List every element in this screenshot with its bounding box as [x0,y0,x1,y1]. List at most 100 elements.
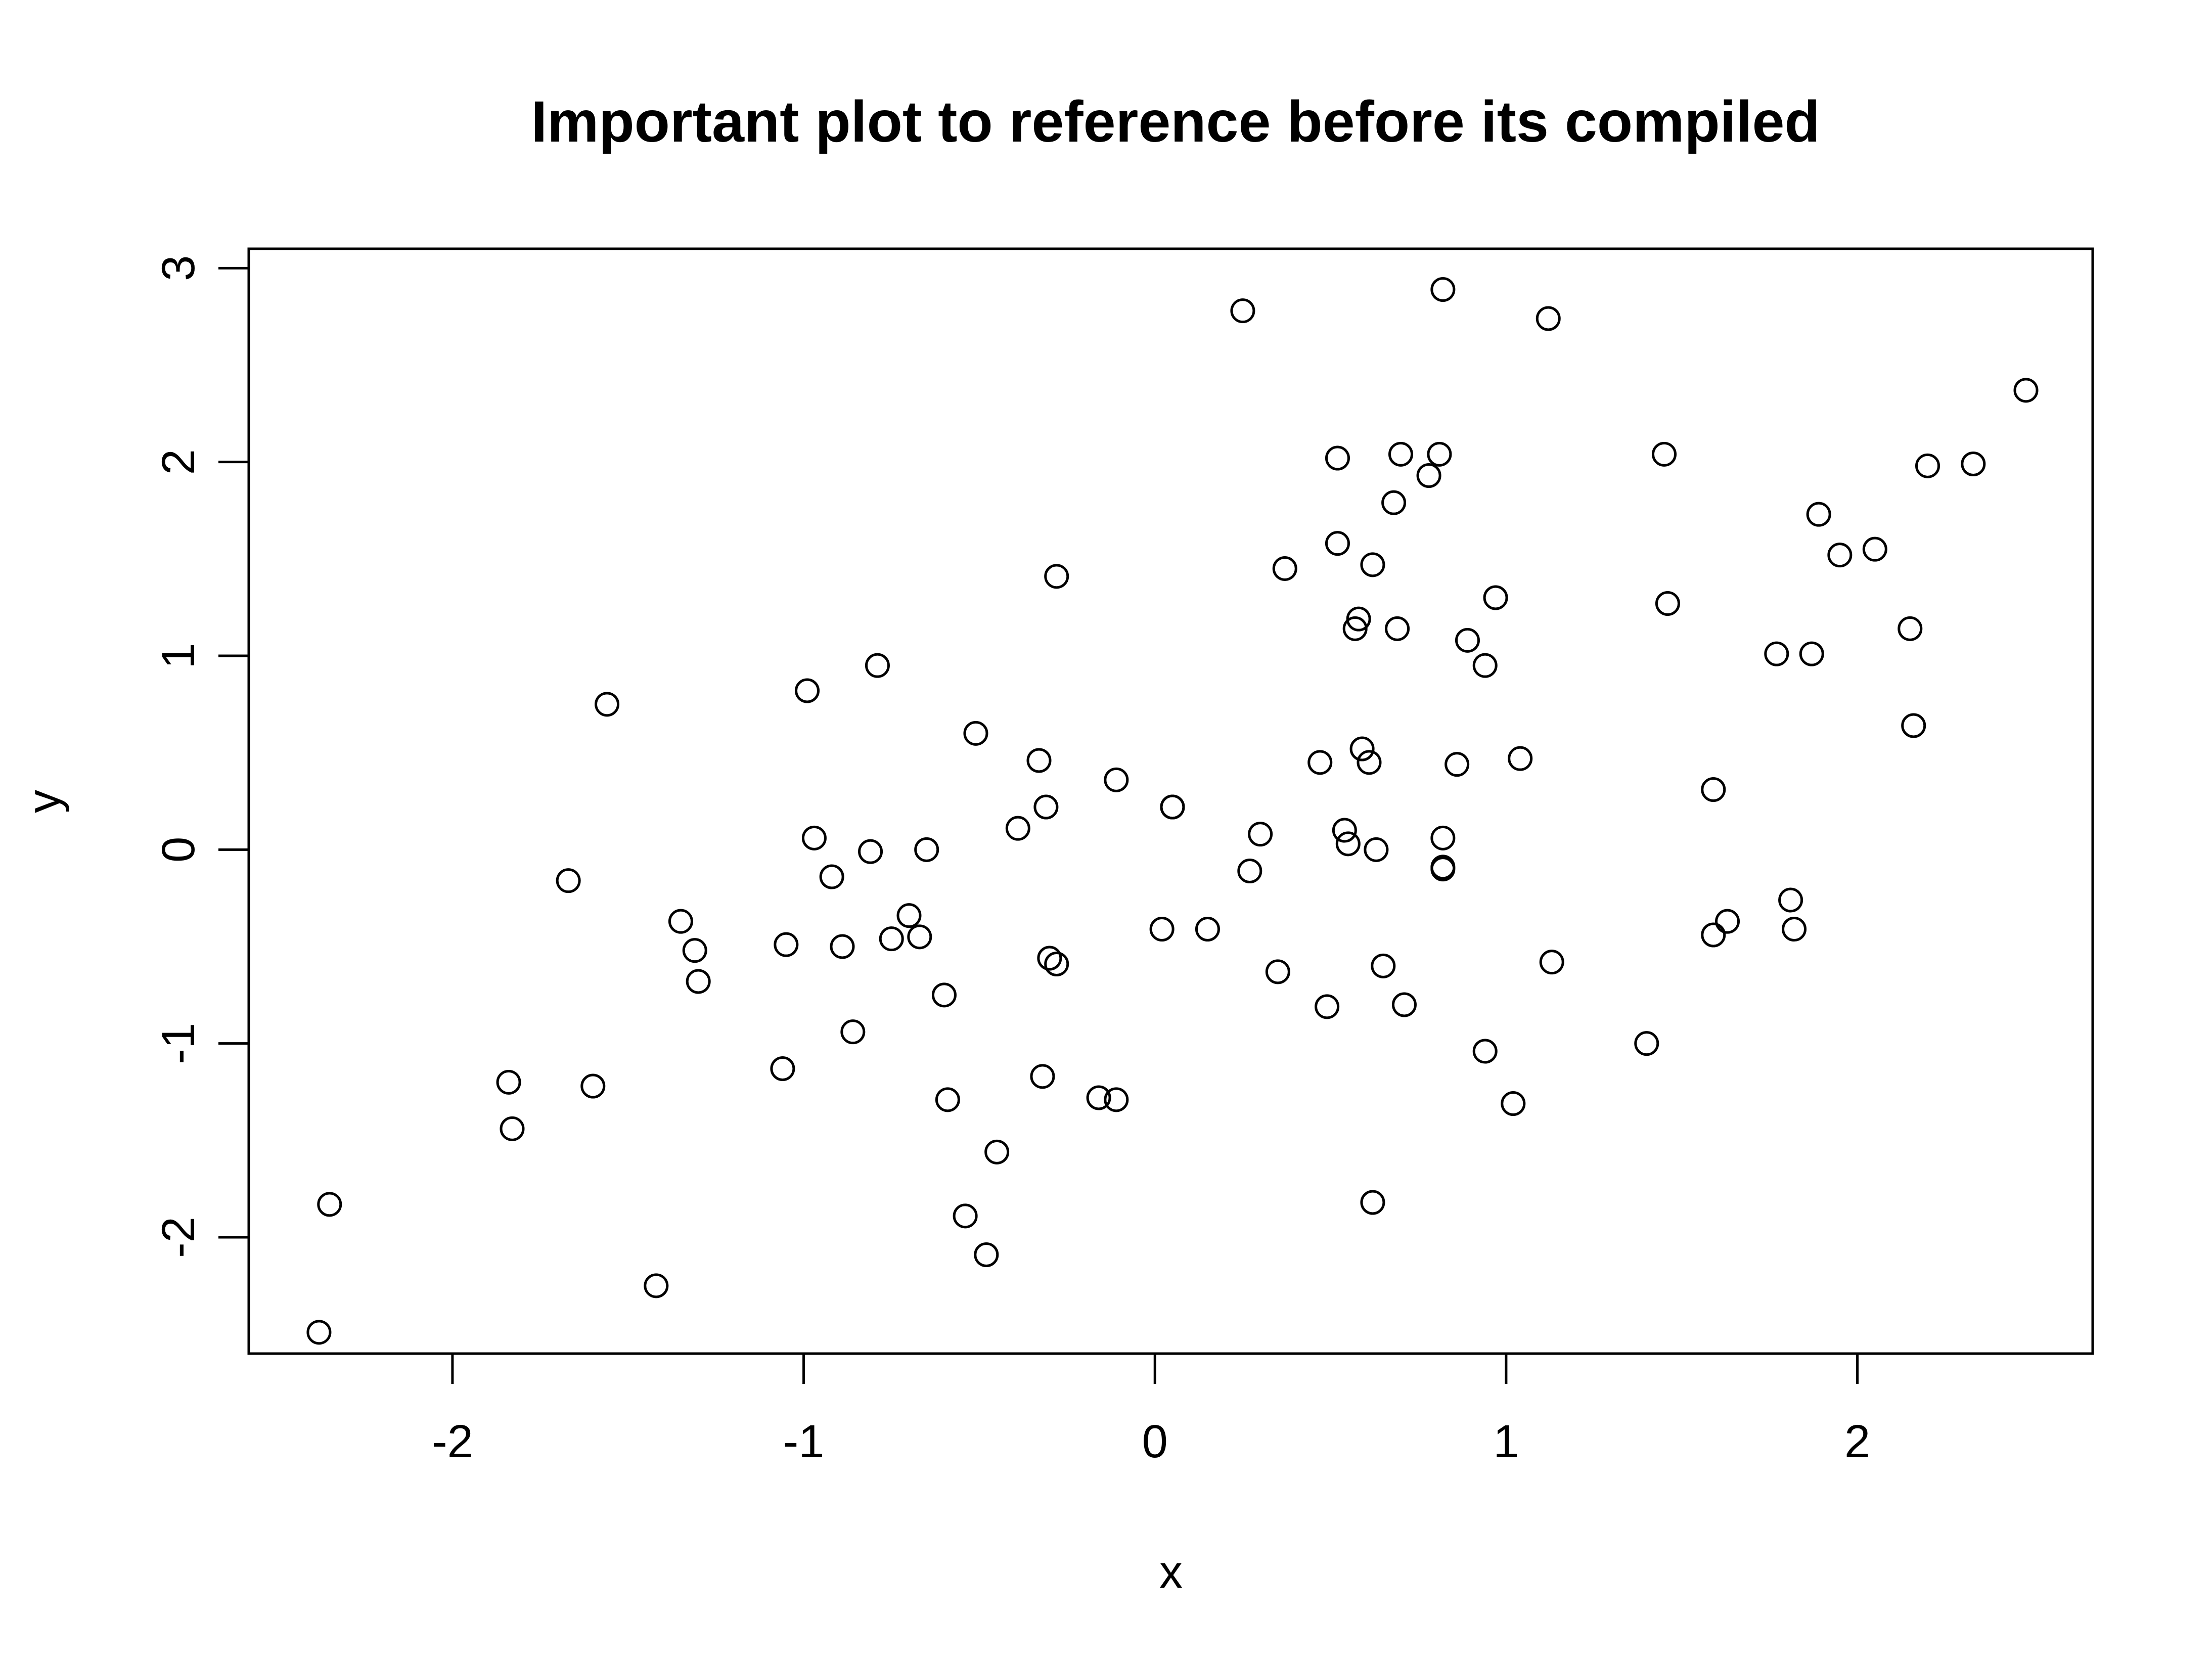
data-point [1307,750,1333,775]
data-point [1782,917,1807,941]
data-point [1371,953,1396,978]
data-point [935,1087,960,1112]
data-point [879,926,904,952]
data-point [1806,502,1831,527]
data-point [896,903,922,928]
data-point [306,1320,332,1345]
data-point [774,932,799,957]
data-point [1915,453,1940,478]
data-point [1778,887,1803,913]
data-point [1265,959,1290,984]
data-point [1430,277,1456,302]
data-point [644,1273,669,1298]
data-point [795,678,820,703]
data-point [1652,441,1677,467]
data-point [682,938,707,963]
data-point [1037,946,1062,971]
data-point [1501,1091,1526,1116]
data-point [1044,952,1069,976]
data-point [1416,463,1441,488]
x-tick-label: 0 [1142,1416,1168,1467]
data-point [1104,767,1129,792]
data-point [865,653,890,678]
data-point [1381,490,1407,515]
data-point [1898,616,1923,641]
data-point [556,868,581,893]
data-point [1764,641,1789,666]
data-point [1701,777,1726,802]
plot-frame [247,247,2094,1355]
data-point [1508,746,1533,771]
data-point [1536,306,1561,331]
data-point [580,1073,606,1099]
x-tick-label: -2 [432,1416,473,1467]
data-point [1715,909,1740,934]
y-tick-label: 2 [153,449,204,475]
data-point [1237,859,1262,883]
data-point [1349,736,1375,761]
data-point [1335,831,1361,857]
data-point [840,1019,866,1045]
data-point [953,1203,978,1229]
data-point [1325,531,1350,556]
y-tick-label: 1 [153,643,204,668]
data-point [1427,441,1452,467]
data-point [1030,1064,1055,1089]
data-point [1430,825,1456,850]
data-point [668,909,693,934]
y-axis: -2 -1 0 1 2 3 [153,255,250,1258]
data-point [1357,750,1382,775]
data-point [1346,606,1371,632]
data-points [306,277,2039,1345]
data-point [1655,591,1680,616]
data-point [1315,994,1340,1019]
data-point [1364,837,1389,862]
chart-title: Important plot to reference before its c… [531,89,1820,154]
data-point [984,1139,1010,1164]
data-point [1086,1085,1111,1110]
data-point [907,924,932,950]
data-point [1483,585,1508,610]
data-point [317,1192,342,1217]
data-point [1385,616,1410,641]
data-point [1332,818,1357,843]
data-point [1961,452,1986,476]
data-point [1248,822,1273,847]
data-point [1901,713,1926,738]
data-point [686,969,711,994]
x-tick-label: -1 [783,1416,825,1467]
data-point [500,1116,525,1141]
data-point [1325,445,1350,471]
data-point [1701,922,1726,948]
data-point [1026,748,1052,773]
data-point [1472,1039,1498,1064]
data-point [1430,857,1456,882]
x-axis: -2 -1 0 1 2 [432,1352,1870,1467]
data-point [1005,816,1030,841]
data-point [1388,441,1414,467]
data-point [1149,917,1175,941]
y-tick-label: 0 [153,837,204,863]
y-tick-label: 3 [153,255,204,281]
data-point [819,864,844,889]
data-point [1360,552,1385,577]
data-point [1230,298,1255,324]
data-point [1430,855,1456,880]
data-point [595,692,620,717]
data-point [830,934,855,959]
data-point [1195,917,1220,941]
x-axis-label: x [1159,1546,1183,1598]
data-point [1862,536,1887,562]
data-point [1472,653,1498,678]
data-point [963,721,988,746]
y-axis-label: y [18,790,70,813]
data-point [2013,378,2039,403]
x-tick-label: 1 [1493,1416,1519,1467]
data-point [1444,752,1470,777]
data-point [914,837,939,862]
data-point [1272,556,1297,581]
data-point [1799,641,1824,666]
data-point [801,825,827,850]
data-point [1539,950,1564,975]
